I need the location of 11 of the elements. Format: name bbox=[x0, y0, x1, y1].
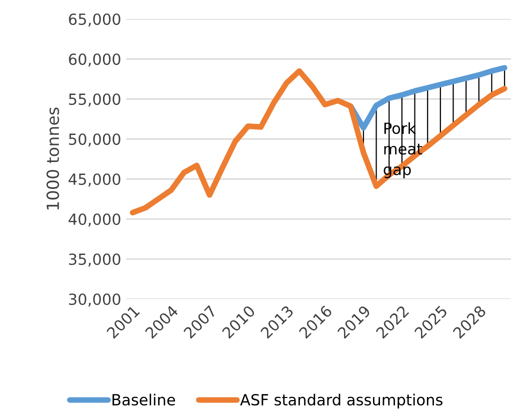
y-tick-label: 30,000 bbox=[69, 293, 120, 307]
legend-label: ASF standard assumptions bbox=[240, 394, 442, 408]
y-tick-label: 45,000 bbox=[68, 173, 120, 187]
y-axis-title: 1000 tonnes bbox=[46, 108, 60, 210]
y-tick-label: 65,000 bbox=[68, 13, 120, 27]
y-tick-label: 60,000 bbox=[68, 53, 120, 67]
y-tick-label: 50,000 bbox=[69, 133, 120, 147]
y-tick-label: 40,000 bbox=[68, 213, 120, 227]
legend-label: Baseline bbox=[112, 394, 176, 406]
y-tick-label: 35,000 bbox=[69, 253, 120, 267]
y-tick-label: 55,000 bbox=[69, 93, 120, 107]
